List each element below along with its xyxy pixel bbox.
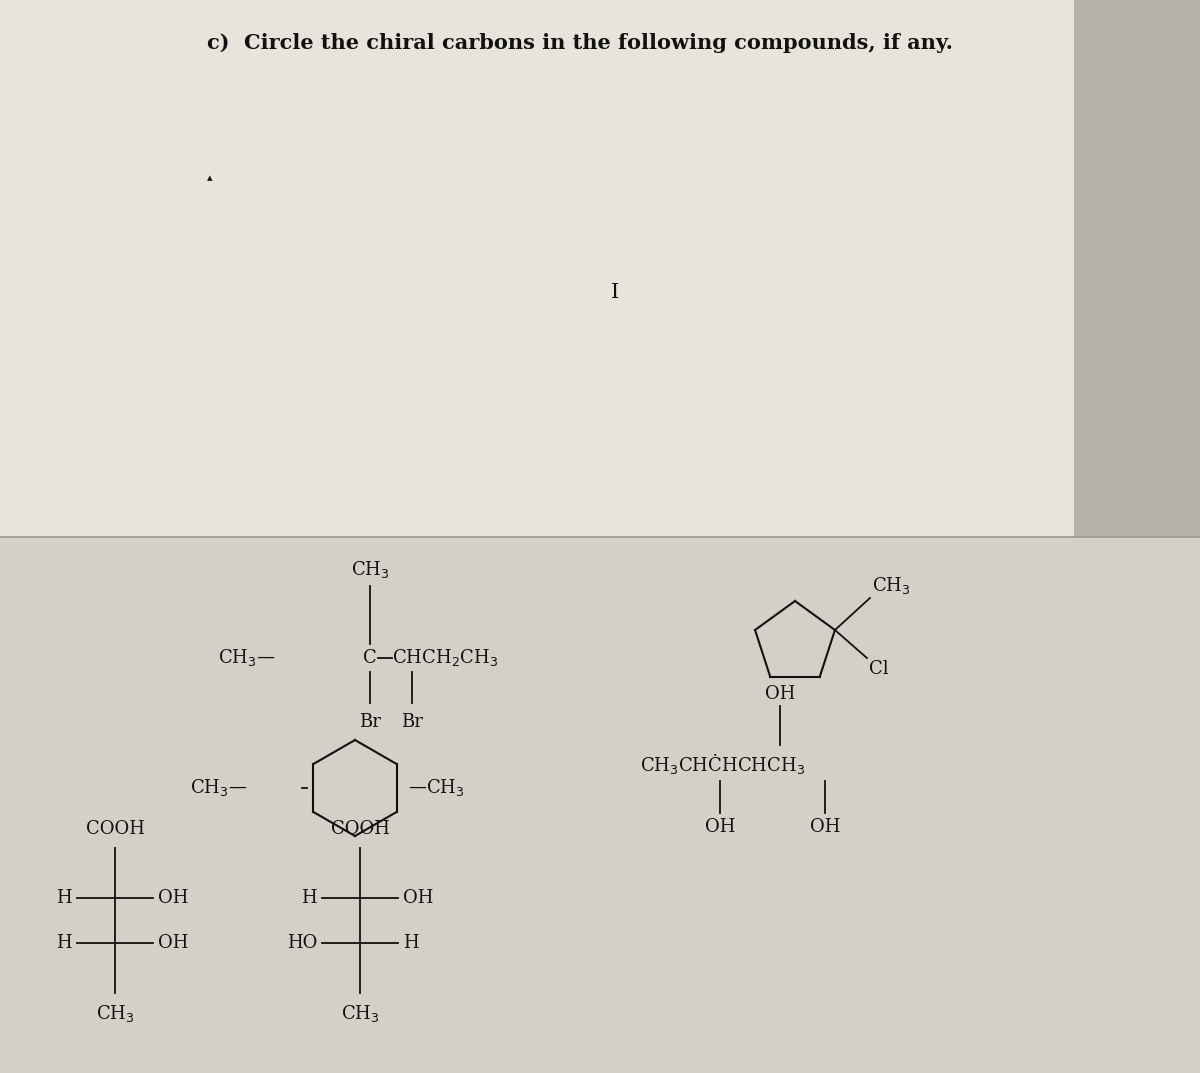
Text: CH$_3$CHĊHCHCH$_3$: CH$_3$CHĊHCHCH$_3$ (640, 750, 805, 776)
Bar (0, 536, 1200, 1073)
Text: OH: OH (764, 685, 796, 703)
Text: c)  Circle the chiral carbons in the following compounds, if any.: c) Circle the chiral carbons in the foll… (208, 33, 953, 53)
Text: I: I (611, 283, 619, 303)
Text: CHCH$_2$CH$_3$: CHCH$_2$CH$_3$ (392, 647, 498, 668)
Text: H: H (301, 890, 317, 907)
Text: C: C (364, 649, 377, 667)
Text: OH: OH (158, 890, 188, 907)
Text: H: H (56, 934, 72, 952)
Text: CH$_3$: CH$_3$ (872, 575, 911, 596)
Text: OH: OH (704, 818, 736, 836)
Text: CH$_3$—: CH$_3$— (217, 647, 275, 668)
Text: CH$_3$: CH$_3$ (341, 1003, 379, 1024)
Text: OH: OH (158, 934, 188, 952)
Text: Br: Br (401, 712, 422, 731)
Text: H: H (403, 934, 419, 952)
Text: CH$_3$: CH$_3$ (350, 559, 389, 580)
Bar (0, 0, 1200, 536)
Text: COOH: COOH (85, 820, 144, 838)
Text: OH: OH (810, 818, 840, 836)
Text: Cl: Cl (869, 660, 888, 678)
Text: Br: Br (359, 712, 380, 731)
Text: HO: HO (287, 934, 317, 952)
Bar (1074, 0, 1200, 536)
Text: CH$_3$: CH$_3$ (96, 1003, 134, 1024)
Text: OH: OH (403, 890, 433, 907)
Text: H: H (56, 890, 72, 907)
Text: COOH: COOH (330, 820, 390, 838)
Text: CH$_3$—: CH$_3$— (190, 778, 247, 798)
Text: ▴: ▴ (208, 173, 212, 183)
Text: —CH$_3$: —CH$_3$ (408, 778, 464, 798)
